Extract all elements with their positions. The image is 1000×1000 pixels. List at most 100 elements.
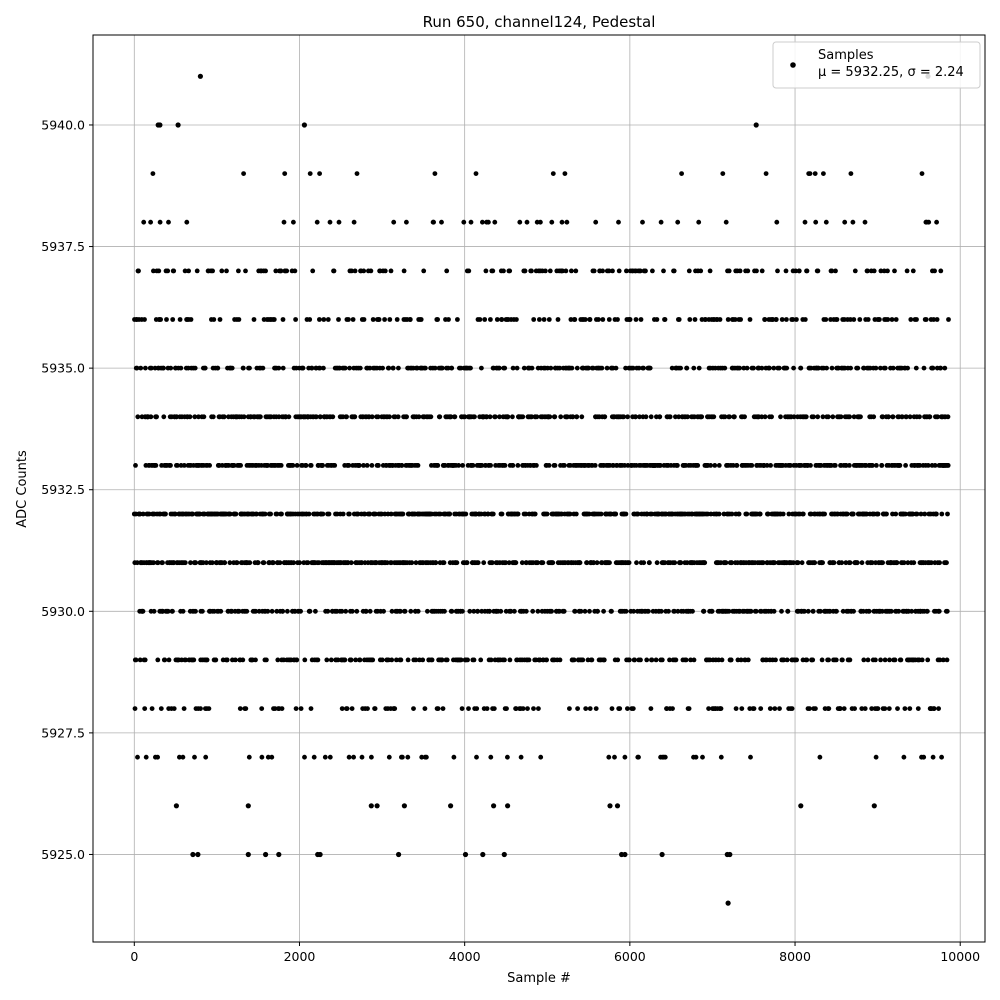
data-point	[693, 754, 699, 760]
data-point	[501, 851, 507, 858]
data-point	[886, 706, 892, 711]
data-point	[708, 463, 713, 468]
data-point	[802, 317, 808, 322]
data-point	[178, 365, 184, 371]
data-point	[376, 463, 381, 468]
data-point	[738, 657, 744, 663]
data-point	[306, 511, 312, 517]
data-point	[368, 803, 374, 809]
data-point	[241, 171, 247, 177]
data-point	[475, 560, 481, 566]
data-point	[192, 754, 197, 760]
data-point	[452, 414, 458, 420]
data-point	[719, 657, 725, 663]
data-point	[921, 365, 927, 371]
data-point	[780, 511, 786, 517]
data-point	[599, 365, 605, 371]
data-point	[155, 657, 161, 663]
data-point	[815, 414, 821, 420]
data-point	[925, 657, 931, 663]
data-point	[804, 657, 810, 663]
data-point	[596, 317, 601, 322]
data-point	[720, 171, 726, 177]
data-point	[489, 560, 495, 566]
data-point	[833, 268, 838, 274]
data-point	[472, 414, 477, 420]
data-point	[944, 657, 950, 663]
data-point	[534, 463, 539, 468]
data-point	[931, 317, 936, 322]
data-point	[148, 219, 154, 225]
data-point	[305, 560, 311, 566]
data-point	[157, 122, 163, 128]
x-tick-label: 0	[130, 949, 138, 964]
data-point	[466, 706, 471, 711]
data-point	[269, 608, 275, 614]
y-axis-ticks: 5925.0 5927.5 5930.0 5932.5 5935.0 5937.5 5940…	[41, 117, 93, 862]
data-point	[661, 268, 666, 274]
data-point	[667, 657, 672, 663]
data-point	[411, 706, 416, 711]
data-point	[700, 754, 705, 760]
data-point	[829, 268, 835, 274]
data-point	[326, 511, 332, 517]
data-point	[601, 657, 607, 663]
data-point	[749, 463, 755, 468]
data-point	[263, 851, 269, 858]
data-point	[832, 463, 838, 468]
data-point	[529, 268, 534, 274]
data-point	[151, 268, 156, 274]
data-point	[657, 414, 663, 420]
data-point	[177, 754, 182, 760]
data-point	[572, 317, 578, 322]
data-point	[164, 317, 169, 322]
data-point	[186, 268, 192, 274]
data-point	[243, 706, 249, 711]
data-point	[388, 268, 394, 274]
data-point	[725, 900, 731, 906]
data-point	[879, 463, 885, 468]
data-point	[918, 511, 924, 517]
data-point	[648, 414, 654, 420]
data-point	[392, 706, 398, 711]
data-point	[170, 317, 176, 322]
data-point	[367, 608, 373, 614]
data-point	[369, 414, 375, 420]
data-point	[851, 317, 857, 322]
data-point	[317, 365, 323, 371]
data-point	[914, 317, 919, 322]
data-point	[339, 706, 345, 711]
data-point	[133, 657, 139, 663]
data-point	[404, 414, 409, 420]
data-point	[779, 608, 784, 614]
data-point	[904, 414, 909, 420]
data-point	[276, 851, 282, 858]
data-point	[739, 706, 745, 711]
data-point	[394, 317, 400, 322]
data-point	[154, 414, 160, 420]
data-point	[930, 754, 936, 760]
data-point	[935, 414, 940, 420]
data-point	[293, 706, 299, 711]
data-point	[177, 317, 183, 322]
legend-box	[772, 41, 981, 89]
data-point	[871, 414, 877, 420]
data-point	[727, 414, 732, 420]
data-point	[325, 317, 331, 322]
data-point	[784, 657, 790, 663]
data-point	[294, 657, 300, 663]
data-points	[131, 73, 951, 906]
data-point	[732, 317, 738, 322]
data-point	[300, 365, 306, 371]
data-point	[847, 414, 852, 420]
data-point	[670, 706, 675, 711]
data-point	[771, 365, 777, 371]
data-point	[847, 463, 852, 468]
data-point	[466, 268, 472, 274]
data-point	[684, 365, 690, 371]
data-point	[471, 657, 477, 663]
data-point	[613, 511, 619, 517]
data-point	[218, 608, 224, 614]
data-point	[271, 317, 277, 322]
data-point	[686, 268, 692, 274]
